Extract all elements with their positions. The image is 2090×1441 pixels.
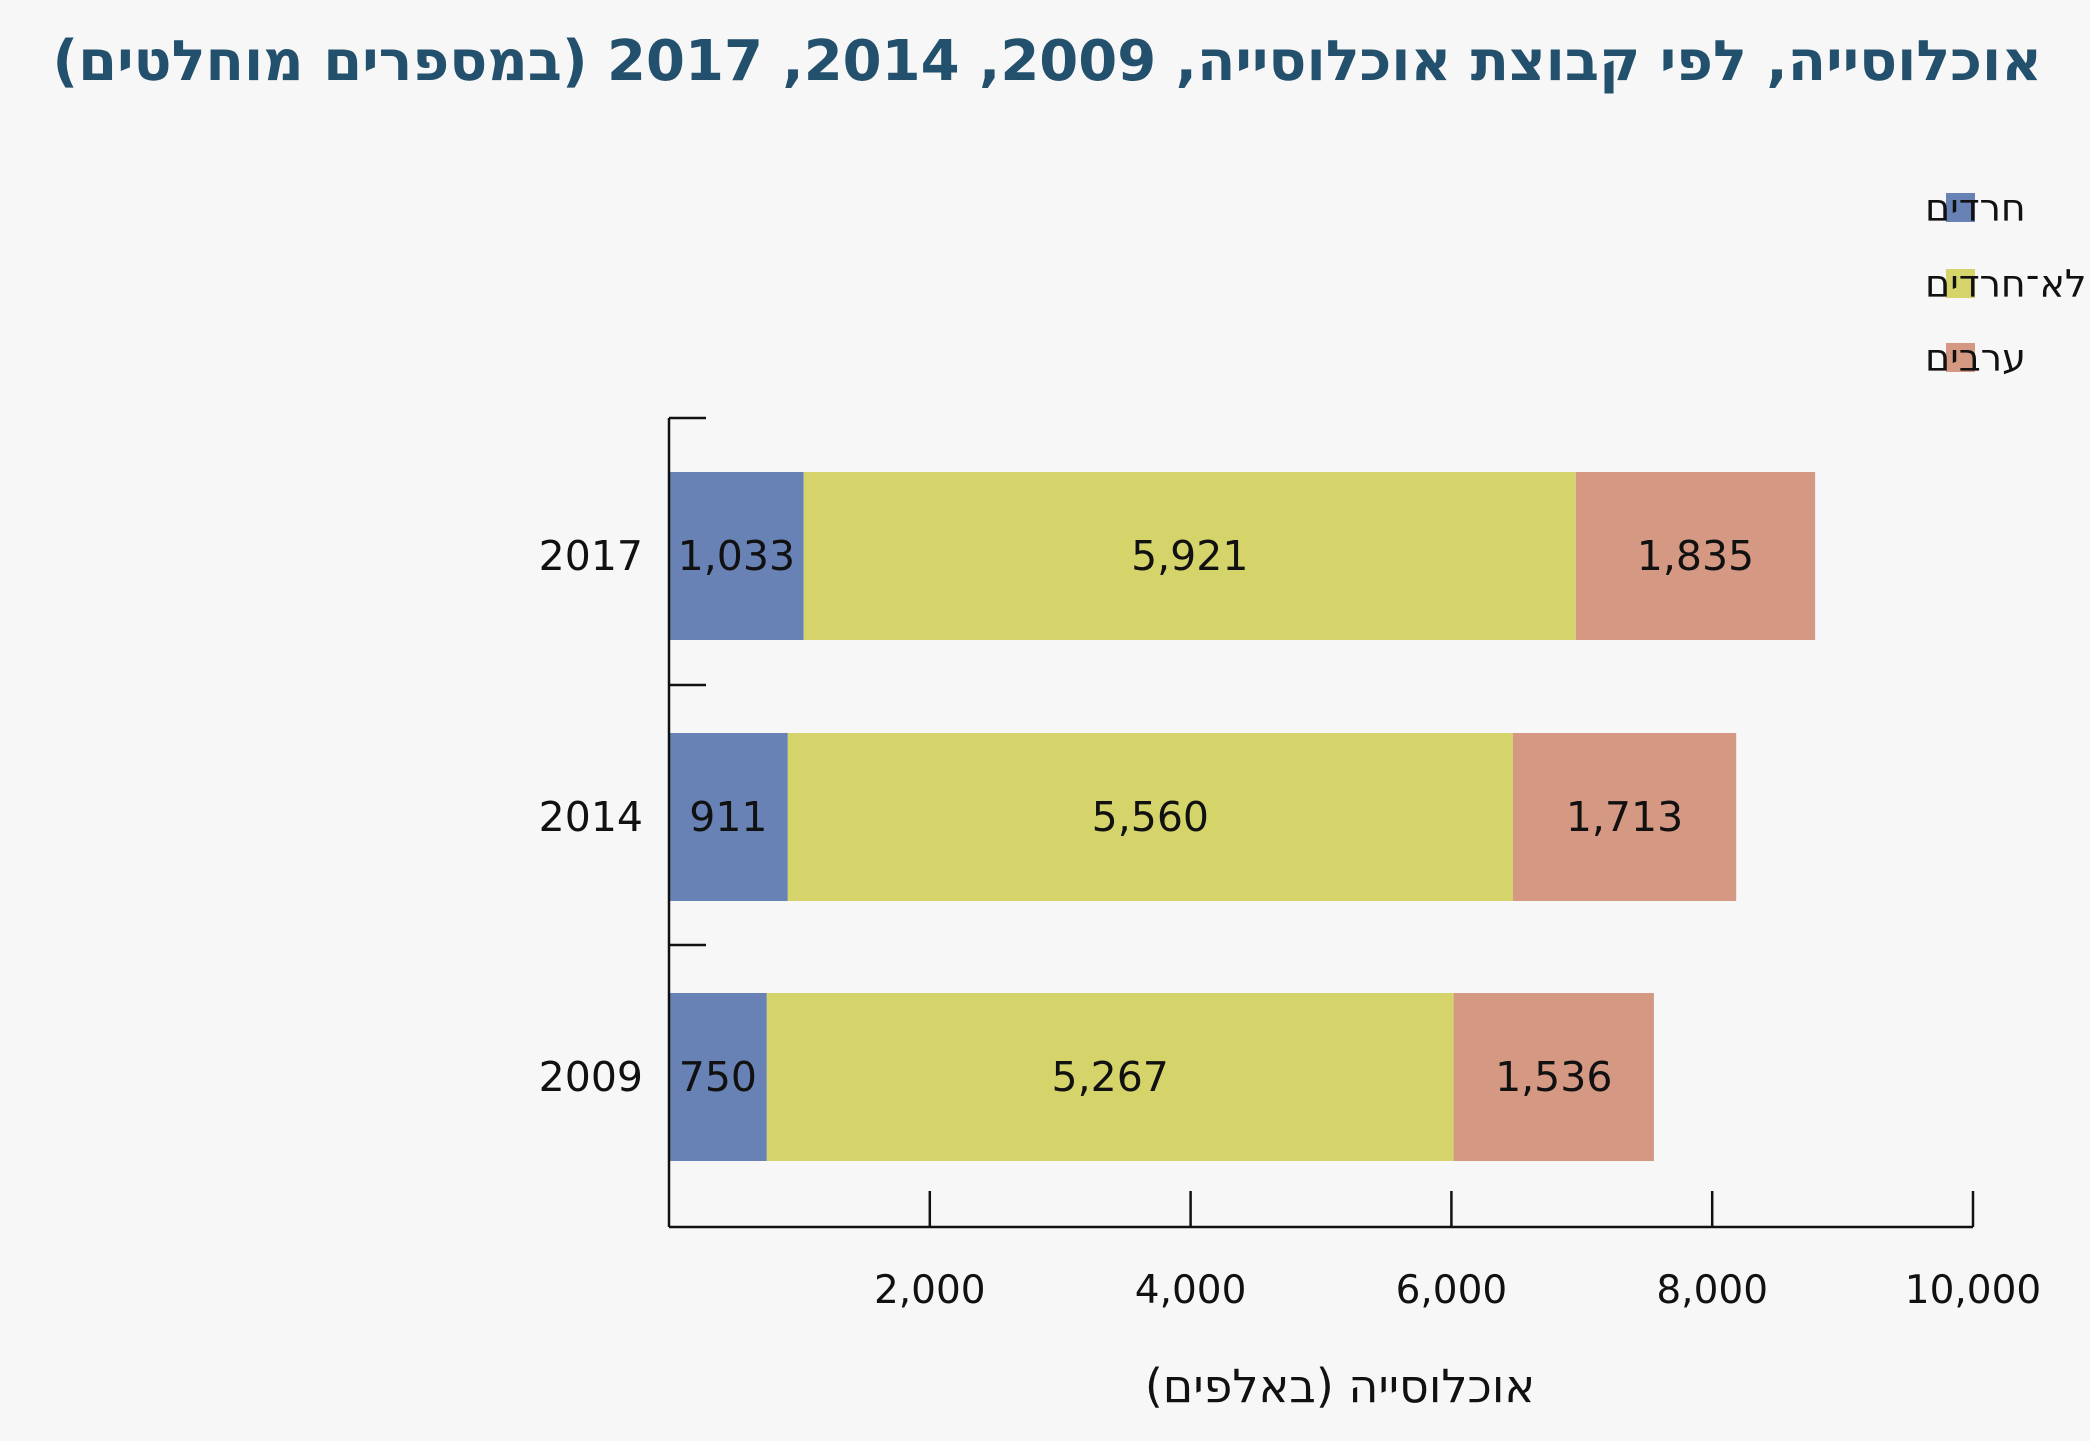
- x-axis-title: אוכלוסייה (באלפים): [1145, 1359, 1535, 1413]
- value-label-2009-3: 1,536: [1495, 1053, 1612, 1101]
- legend-label-1: חרדים: [1925, 186, 2026, 230]
- bars: 1,033 5,921 1,835 911 5,560 1,713 750 5,267 1,53…: [669, 472, 1816, 1161]
- bar-segment-2017-2: [803, 472, 1576, 640]
- value-label-2014-3: 1,713: [1566, 793, 1683, 841]
- legend-label-2: יהודים ואחרים לא־חרדים: [1925, 262, 2090, 306]
- legend-swatch-3: [1946, 343, 1975, 372]
- chart-title: אוכלוסייה, לפי קבוצת אוכלוסייה, 2009, 20…: [52, 29, 2042, 94]
- bar-segment-2009-2: [766, 993, 1454, 1161]
- legend-swatch-1: [1946, 193, 1975, 222]
- bar-segment-2014-2: [787, 733, 1513, 901]
- bar-segment-2014-1: [669, 733, 788, 901]
- value-label-2017-2: 5,921: [1131, 532, 1248, 580]
- category-label-2009: 2009: [539, 1053, 643, 1101]
- bar-segment-2017-3: [1575, 472, 1816, 640]
- category-label-2014: 2014: [539, 793, 643, 841]
- value-label-2017-3: 1,835: [1637, 532, 1754, 580]
- value-label-2014-1: 911: [689, 793, 767, 841]
- legend: חרדים יהודים ואחרים לא־חרדים ערבים: [1925, 186, 2090, 380]
- bar-segment-2009-1: [669, 993, 767, 1161]
- legend-swatch-2: [1946, 269, 1975, 298]
- bar-segment-2009-3: [1453, 993, 1654, 1161]
- x-tick-label-4000: 4,000: [1135, 1268, 1247, 1313]
- value-label-2009-1: 750: [679, 1053, 757, 1101]
- value-label-2017-1: 1,033: [678, 532, 795, 580]
- axes: 2017 2014 2009 2,000 4,000 6,000 8,000 10,000: [539, 416, 2041, 1313]
- value-label-2009-2: 5,267: [1052, 1053, 1169, 1101]
- category-label-2017: 2017: [539, 532, 643, 580]
- x-tick-label-6000: 6,000: [1396, 1268, 1508, 1313]
- x-tick-label-10000: 10,000: [1905, 1268, 2041, 1313]
- bar-segment-2014-3: [1512, 733, 1737, 901]
- x-tick-label-8000: 8,000: [1656, 1268, 1768, 1313]
- legend-label-3: ערבים: [1925, 336, 2026, 380]
- bar-segment-2017-1: [669, 472, 804, 640]
- x-tick-label-2000: 2,000: [874, 1268, 986, 1313]
- value-label-2014-2: 5,560: [1092, 793, 1209, 841]
